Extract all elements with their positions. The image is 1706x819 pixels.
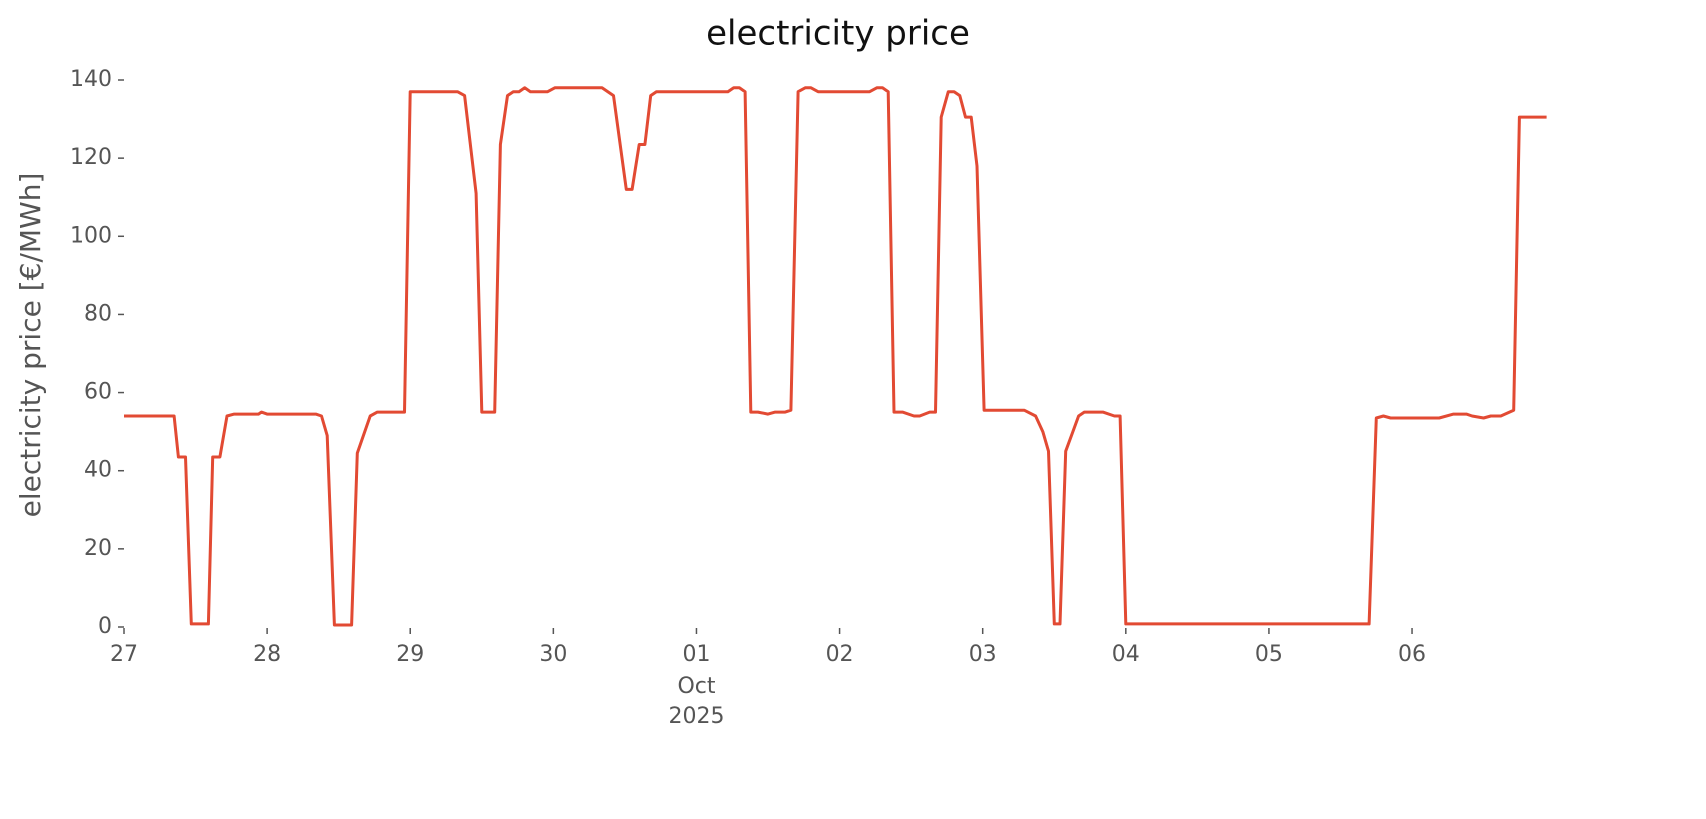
y-tick-label: 40	[84, 458, 112, 483]
y-tick-label: 80	[84, 301, 112, 326]
x-tick-label: 27	[110, 642, 138, 667]
x-tick-label: 05	[1255, 642, 1283, 667]
y-tick-label: 140	[70, 67, 112, 92]
y-tick-label: 120	[70, 145, 112, 170]
x-tick-label: 30	[539, 642, 567, 667]
x-tick-label: 03	[969, 642, 997, 667]
price-line	[124, 86, 1547, 627]
x-tick-label: 29	[396, 642, 424, 667]
x-tick-sublabel: 2025	[668, 704, 724, 729]
y-tick-label: 20	[84, 536, 112, 561]
x-tick-label: 02	[826, 642, 854, 667]
x-tick-sublabel: Oct	[677, 674, 715, 699]
y-tick-label: 100	[70, 223, 112, 248]
y-tick-label: 60	[84, 380, 112, 405]
chart-title: electricity price	[706, 14, 970, 54]
y-axis-label: electricity price [€/MWh]	[14, 173, 47, 518]
x-tick-label: 06	[1398, 642, 1426, 667]
x-tick-label: 04	[1112, 642, 1140, 667]
x-tick-label: 28	[253, 642, 281, 667]
x-tick-label: 01	[682, 642, 710, 667]
y-tick-label: 0	[98, 614, 112, 639]
